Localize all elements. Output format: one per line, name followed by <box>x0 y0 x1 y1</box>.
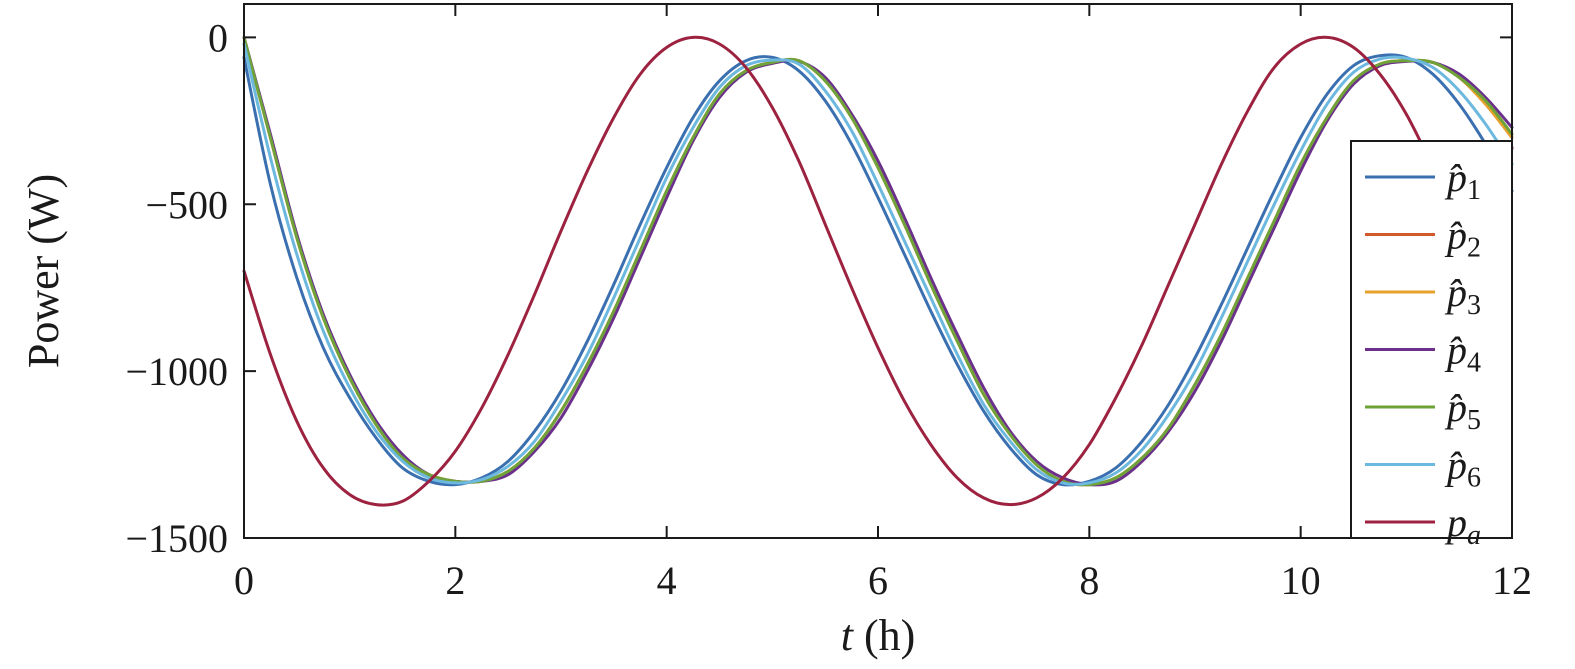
plot-frame <box>243 3 1513 539</box>
legend-label: p̂1 <box>1444 155 1481 206</box>
legend-label-subscript: 3 <box>1467 290 1481 321</box>
legend-label-subscript: 5 <box>1467 405 1481 436</box>
tick-layer <box>243 4 1513 539</box>
y-tick-label: −1500 <box>125 516 228 561</box>
legend: p̂1p̂2p̂3p̂4p̂5p̂6pa <box>1350 140 1513 551</box>
series-line-6 <box>242 42 1514 486</box>
legend-label: p̂6 <box>1444 443 1481 494</box>
x-tick-label: 10 <box>1281 558 1321 603</box>
x-tick-label: 4 <box>657 558 677 603</box>
legend-label-symbol: p̂ <box>1444 213 1467 258</box>
x-tick-label: 8 <box>1079 558 1099 603</box>
series-line-4 <box>242 35 1514 487</box>
x-axis-unit: (h) <box>853 611 915 660</box>
legend-label-subscript: 6 <box>1467 463 1481 494</box>
tick-label-layer: 0 2 4 6 8 10 120−500−1000−1500 <box>125 15 1532 603</box>
legend-label-symbol: p̂ <box>1444 155 1467 200</box>
y-tick-label: −500 <box>145 182 228 227</box>
legend-label: pa <box>1444 500 1481 551</box>
legend-label-symbol: p̂ <box>1444 443 1467 488</box>
legend-label: p̂5 <box>1444 385 1481 436</box>
legend-box <box>1350 140 1513 539</box>
x-tick-label: 2 <box>445 558 465 603</box>
legend-label-subscript: 4 <box>1467 348 1481 379</box>
series-line-3 <box>242 35 1514 487</box>
x-tick-label: 0 <box>234 558 254 603</box>
x-axis-label: t (h) <box>841 611 916 660</box>
x-tick-label: 12 <box>1492 558 1532 603</box>
legend-label-symbol: p̂ <box>1444 328 1467 373</box>
x-axis-variable: t <box>841 611 855 660</box>
legend-label-subscript: a <box>1467 520 1481 551</box>
series-layer <box>242 35 1514 507</box>
legend-label-symbol: p <box>1444 500 1467 545</box>
y-tick-label: −1000 <box>125 349 228 394</box>
legend-label: p̂3 <box>1444 270 1481 321</box>
series-line-1 <box>242 53 1514 487</box>
legend-label-subscript: 2 <box>1467 233 1481 264</box>
series-line-2 <box>242 35 1514 487</box>
legend-label: p̂4 <box>1444 328 1481 379</box>
x-tick-label: 6 <box>868 558 888 603</box>
legend-label-symbol: p̂ <box>1444 385 1467 430</box>
series-line-7 <box>242 35 1514 507</box>
legend-label-symbol: p̂ <box>1444 270 1467 315</box>
legend-label: p̂2 <box>1444 213 1481 264</box>
legend-label-subscript: 1 <box>1467 175 1481 206</box>
series-line-5 <box>242 35 1514 487</box>
y-tick-label: 0 <box>208 15 228 60</box>
y-axis-label: Power (W) <box>19 174 68 368</box>
